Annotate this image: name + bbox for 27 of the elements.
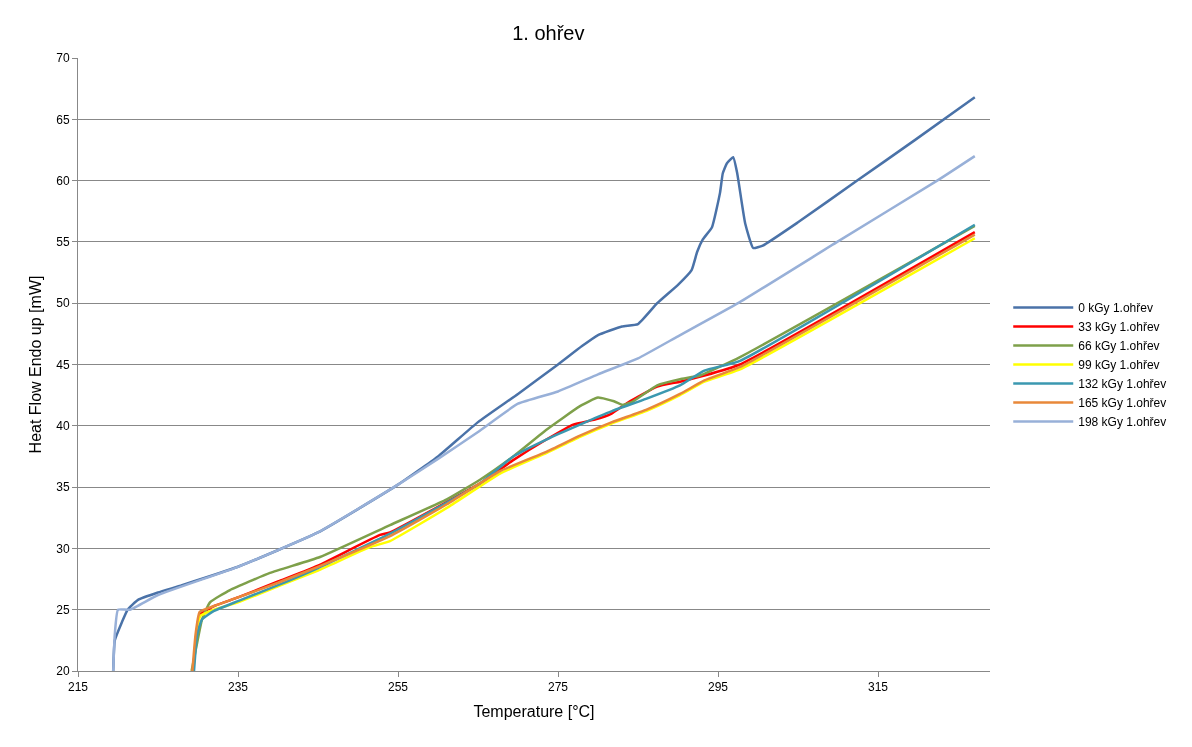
y-tick-label: 65 — [56, 112, 70, 127]
legend-label: 198 kGy 1.ohřev — [1078, 415, 1167, 430]
x-tick-label: 295 — [707, 680, 729, 695]
y-axis-title: Heat Flow Endo up [mW] — [27, 275, 45, 454]
legend-label: 132 kGy 1.ohřev — [1078, 377, 1167, 392]
legend-label: 165 kGy 1.ohřev — [1078, 396, 1167, 411]
chart-title: 1. ohřev — [512, 22, 585, 45]
legend-label: 0 kGy 1.ohřev — [1078, 301, 1153, 316]
y-tick-label: 55 — [56, 235, 70, 250]
y-tick-label: 45 — [56, 357, 70, 372]
y-tick-label: 60 — [56, 173, 70, 188]
x-tick-label: 275 — [547, 680, 569, 695]
y-tick-label: 25 — [56, 602, 70, 617]
legend-label: 33 kGy 1.ohřev — [1078, 320, 1160, 335]
y-tick-label: 20 — [56, 664, 70, 679]
legend-label: 99 kGy 1.ohřev — [1078, 358, 1160, 373]
y-tick-label: 50 — [56, 296, 70, 311]
x-tick-label: 235 — [227, 680, 249, 695]
y-tick-label: 70 — [56, 51, 70, 66]
x-tick-label: 255 — [387, 680, 409, 695]
x-tick-label: 315 — [867, 680, 889, 695]
y-tick-label: 30 — [56, 541, 70, 556]
legend-label: 66 kGy 1.ohřev — [1078, 339, 1160, 354]
y-tick-label: 40 — [56, 419, 70, 433]
x-tick-label: 215 — [67, 680, 89, 695]
y-tick-label: 35 — [56, 480, 70, 495]
x-axis-title: Temperature [°C] — [473, 703, 595, 721]
